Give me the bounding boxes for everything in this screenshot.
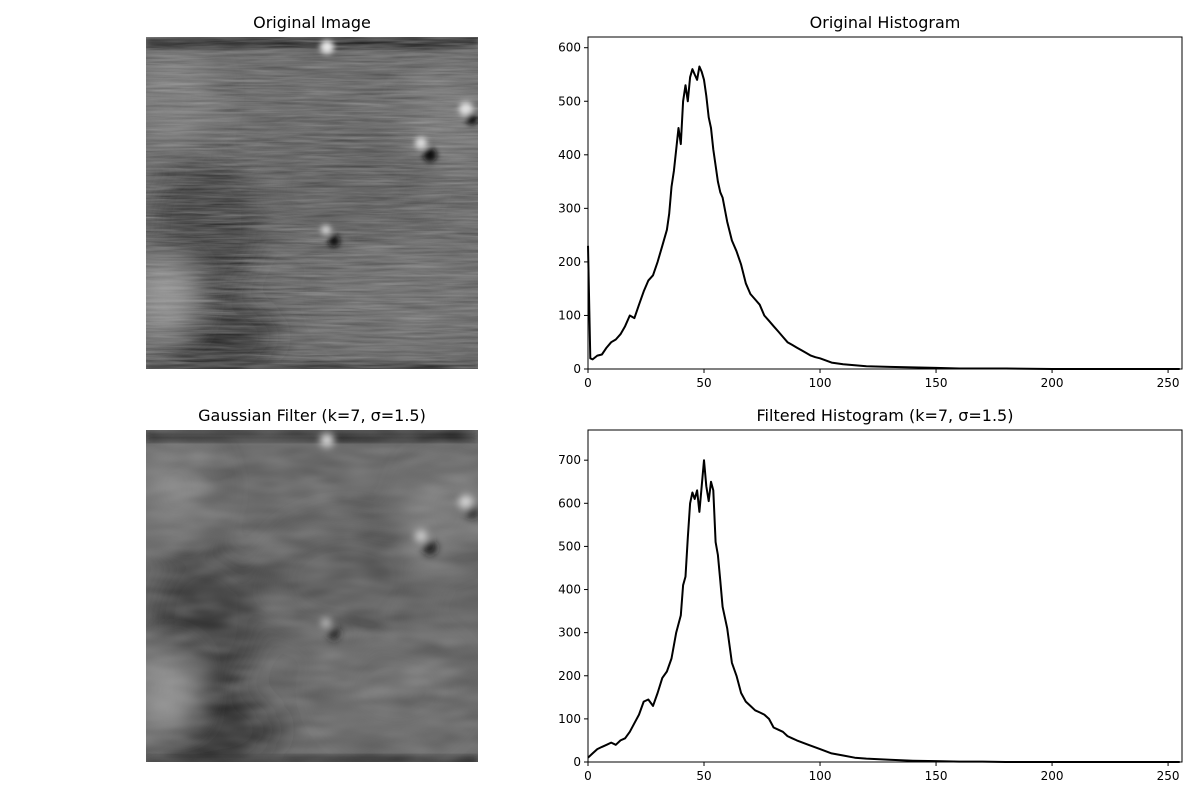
filtered-histogram-ytick-label: 200 (558, 669, 581, 683)
filtered-histogram-title: Filtered Histogram (k=7, σ=1.5) (756, 406, 1014, 425)
filtered-histogram-ytick-label: 500 (558, 539, 581, 553)
filtered-histogram-ytick-label: 100 (558, 712, 581, 726)
original-histogram-ytick-label: 400 (558, 148, 581, 162)
original-histogram-xtick-label: 50 (696, 376, 711, 390)
original-histogram-xtick-label: 0 (584, 376, 592, 390)
filtered-histogram-frame (587, 429, 1183, 763)
original-histogram-ytick-label: 0 (573, 362, 581, 376)
original-image (146, 37, 478, 369)
filtered-histogram-ytick-label: 600 (558, 496, 581, 510)
filtered-histogram-xtick-label: 150 (925, 769, 948, 783)
original-histogram-frame (587, 36, 1183, 370)
filtered-histogram-plot: 0 50 100 150 200 250 0 100 200 300 400 500 600 700 (558, 429, 1183, 783)
original-histogram-title: Original Histogram (809, 13, 961, 32)
filtered-histogram-xtick-label: 0 (584, 769, 592, 783)
original-histogram-ytick-label: 300 (558, 201, 581, 215)
original-image-title: Original Image (253, 13, 371, 32)
filtered-image-title: Gaussian Filter (k=7, σ=1.5) (198, 406, 426, 425)
filtered-histogram-ytick-label: 0 (573, 755, 581, 769)
original-histogram-ytick-label: 200 (558, 255, 581, 269)
filtered-histogram-line (587, 459, 1180, 763)
original-histogram-xtick-label: 200 (1041, 376, 1064, 390)
filtered-histogram-xtick-label: 50 (696, 769, 711, 783)
original-histogram-ytick-label: 500 (558, 94, 581, 108)
original-histogram-ytick-label: 600 (558, 41, 581, 55)
original-histogram-xtick-label: 250 (1157, 376, 1180, 390)
original-histogram-line (587, 65, 1180, 370)
original-histogram-xtick-label: 100 (809, 376, 832, 390)
filtered-histogram-ytick-label: 400 (558, 583, 581, 597)
filtered-histogram-xtick-label: 100 (809, 769, 832, 783)
filtered-image (146, 430, 478, 762)
filtered-histogram-ytick-label: 700 (558, 453, 581, 467)
filtered-histogram-xtick-label: 250 (1157, 769, 1180, 783)
original-histogram-xtick-label: 150 (925, 376, 948, 390)
original-histogram-ytick-label: 100 (558, 308, 581, 322)
filtered-histogram-ytick-label: 300 (558, 626, 581, 640)
filtered-histogram-xtick-label: 200 (1041, 769, 1064, 783)
original-histogram-plot: 0 50 100 150 200 250 0 100 200 300 400 500 600 (558, 36, 1183, 390)
